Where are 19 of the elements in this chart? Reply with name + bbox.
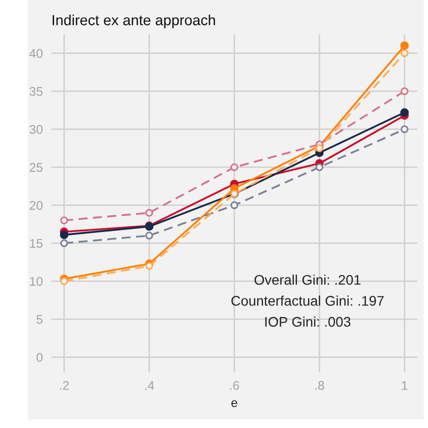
x-tick-label: 1 xyxy=(402,381,408,390)
y-tick-label: 5 xyxy=(36,315,43,324)
annotation: Overall Gini: .201 xyxy=(254,274,360,285)
y-tick-label: 20 xyxy=(30,201,43,210)
annotation: Counterfactual Gini: .197 xyxy=(231,296,384,306)
x-axis-title: e xyxy=(231,400,238,408)
annotation: IOP Gini: .003 xyxy=(265,316,350,327)
x-tick-label: .6 xyxy=(230,381,239,390)
y-tick-label: 0 xyxy=(36,352,43,362)
y-tick-label: 15 xyxy=(30,239,43,248)
y-tick-label: 35 xyxy=(30,87,43,96)
x-tick-label: .8 xyxy=(315,381,324,390)
y-tick-label: 30 xyxy=(30,125,43,134)
chart-title: Indirect ex ante approach xyxy=(52,14,215,28)
x-tick-label: .2 xyxy=(60,381,69,390)
x-tick-label: .4 xyxy=(145,381,154,390)
y-tick-label: 40 xyxy=(29,49,43,58)
y-tick-label: 25 xyxy=(30,163,43,172)
y-tick-label: 10 xyxy=(30,276,43,286)
